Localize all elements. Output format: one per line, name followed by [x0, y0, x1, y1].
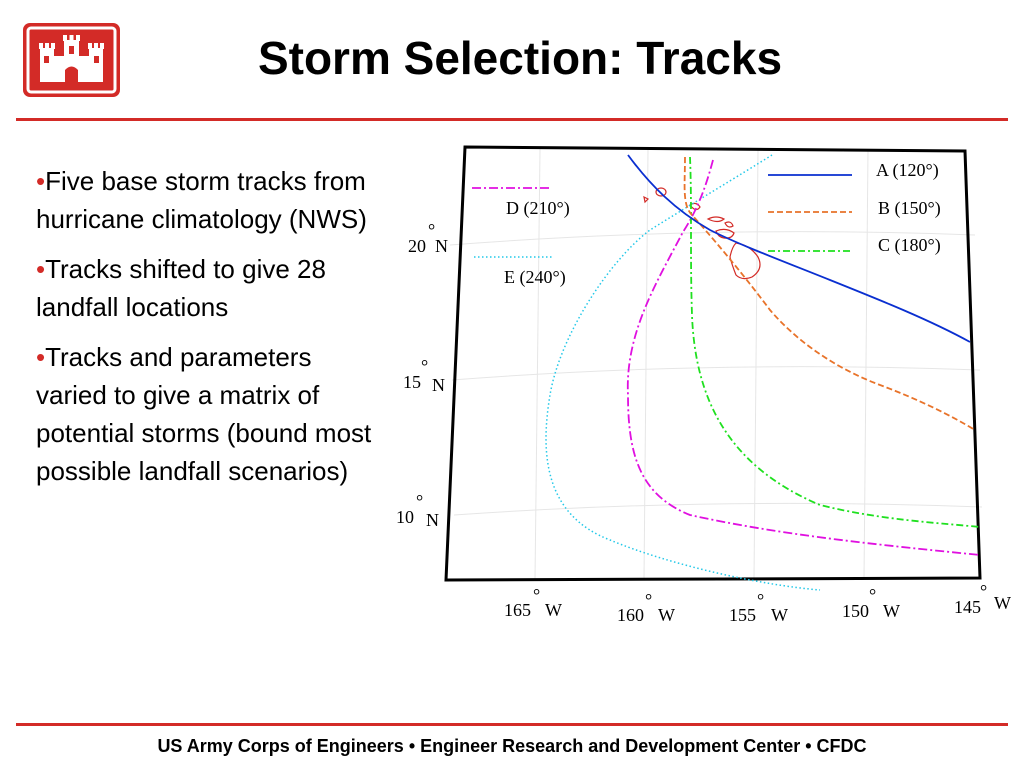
latitude-labels: 20 ° N 15 ° N 10 ° N	[396, 220, 448, 530]
legend-d-label: D (210°)	[506, 198, 570, 219]
lon-suffix: W	[545, 600, 562, 620]
lon-label-160: 160	[617, 605, 644, 625]
lat-suffix: N	[435, 236, 448, 256]
bullet-dot-icon: •	[36, 254, 46, 284]
lat-suffix: N	[426, 510, 439, 530]
lon-suffix: W	[883, 601, 900, 621]
lon-suffix: W	[994, 593, 1011, 613]
lat-label-10: 10	[396, 507, 414, 527]
storm-track-map: A (120°) B (150°) C (180°) D (210°) E (2…	[396, 145, 1011, 625]
bullet-list: •Five base storm tracks from hurricane c…	[36, 162, 381, 502]
lon-suffix: W	[658, 605, 675, 625]
lon-label-145: 145	[954, 597, 981, 617]
lat-label-20: 20	[408, 236, 426, 256]
bullet-item: •Tracks shifted to give 28 landfall loca…	[36, 254, 326, 322]
lat-label-15: 15	[403, 372, 421, 392]
lat-suffix: N	[432, 375, 445, 395]
bullet-item: •Tracks and parameters varied to give a …	[36, 342, 372, 486]
map-frame	[444, 145, 982, 582]
lon-degree-mark: °	[533, 585, 540, 605]
lon-label-155: 155	[729, 605, 756, 625]
page-title: Storm Selection: Tracks	[257, 32, 783, 84]
track-b-line	[683, 156, 976, 431]
legend-e-label: E (240°)	[504, 267, 566, 288]
bullet-item: •Five base storm tracks from hurricane c…	[36, 166, 367, 234]
lon-degree-mark: °	[645, 590, 652, 610]
bullet-dot-icon: •	[36, 342, 46, 372]
lon-label-165: 165	[504, 600, 531, 620]
castle-logo-icon	[23, 23, 120, 97]
lon-degree-mark: °	[869, 585, 876, 605]
lon-label-150: 150	[842, 601, 869, 621]
track-e-line	[545, 154, 821, 591]
lat-degree-mark: °	[428, 220, 435, 240]
header-divider	[16, 118, 1008, 121]
longitude-labels: 165 ° W 160 ° W 155 ° W 150 ° W 145 ° W	[504, 581, 1011, 625]
lat-degree-mark: °	[421, 356, 428, 376]
lon-degree-mark: °	[757, 590, 764, 610]
legend-c-label: C (180°)	[878, 235, 941, 256]
lon-degree-mark: °	[980, 581, 987, 601]
map-graticule	[449, 148, 983, 581]
lon-suffix: W	[771, 605, 788, 625]
track-a-line	[627, 154, 971, 343]
footer-divider	[16, 723, 1008, 726]
bullet-dot-icon: •	[36, 166, 46, 196]
lat-degree-mark: °	[416, 491, 423, 511]
track-c-line	[689, 156, 981, 528]
legend-b-label: B (150°)	[878, 198, 941, 219]
legend-a-label: A (120°)	[876, 160, 939, 181]
footer-text: US Army Corps of Engineers • Engineer Re…	[157, 736, 867, 756]
track-d-line	[626, 159, 981, 556]
